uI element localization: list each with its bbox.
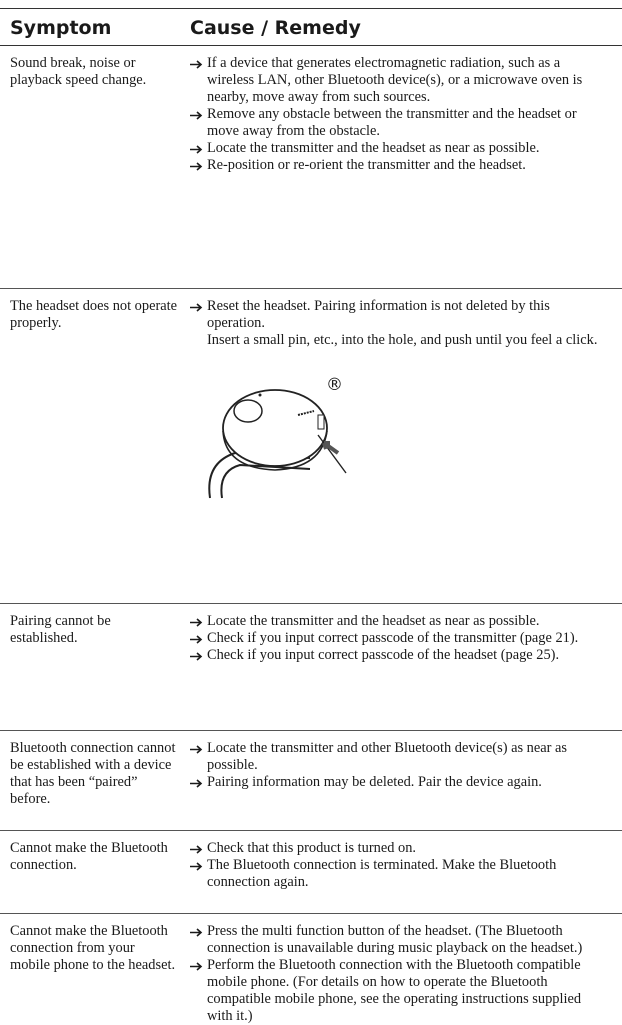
arrow-icon [190,845,203,854]
symptom-text: The headset does not operate properly. [10,298,178,331]
remedy-text: Press the multi function button of the h… [207,923,583,956]
illustration: ® [200,373,350,508]
headset-illustration [208,389,347,499]
remedy-item: Locate the transmitter and the headset a… [190,613,610,630]
remedy-list: Locate the transmitter and other Bluetoo… [190,740,610,791]
page: Symptom Cause / Remedy Sound break, nois… [0,8,622,1024]
table-row: Cannot make the Bluetooth connection. Che… [0,830,622,914]
remedy-list: Locate the transmitter and the headset a… [190,613,610,664]
table-header: Symptom Cause / Remedy [0,8,622,46]
remedy-item: Check if you input correct passcode of t… [190,630,610,647]
arrow-icon [190,303,203,312]
remedy-text: Pairing information may be deleted. Pair… [207,774,542,790]
remedy-text: If a device that generates electromagnet… [207,55,583,105]
remedy-text: Check if you input correct passcode of t… [207,630,579,646]
arrow-icon [190,745,203,754]
remedy-text: Locate the transmitter and other Bluetoo… [207,740,568,773]
remedy-text: Locate the transmitter and the headset a… [207,140,540,156]
arrow-icon [190,111,203,120]
remedy-item: The Bluetooth connection is terminated. … [190,857,610,891]
symptom-text: Cannot make the Bluetooth connection. [10,840,168,873]
remedy-item: Check if you input correct passcode of t… [190,647,610,664]
remedy-list: If a device that generates electromagnet… [190,55,610,174]
arrow-icon [190,962,203,971]
remedy-text: Re-position or re-orient the transmitter… [207,157,526,173]
arrow-icon [190,928,203,937]
remedy-item: Re-position or re-orient the transmitter… [190,157,610,174]
table-row: The headset does not operate properly. Re… [0,288,622,604]
header-cause: Cause / Remedy [190,17,361,39]
remedy-item: Check that this product is turned on. [190,840,610,857]
symptom-text: Pairing cannot be established. [10,613,111,646]
arrow-icon [190,60,203,69]
remedy-text: Check if you input correct passcode of t… [207,647,560,663]
header-symptom: Symptom [10,17,112,39]
symptom-text: Sound break, noise or playback speed cha… [10,55,147,88]
figure-label: ® [326,375,343,395]
remedy-text: Perform the Bluetooth connection with th… [207,957,582,1024]
symptom-text: Bluetooth connection cannot be establish… [10,740,176,807]
remedy-list: Reset the headset. Pairing information i… [190,298,610,349]
remedy-text: Remove any obstacle between the transmit… [207,106,577,139]
remedy-item: Locate the transmitter and other Bluetoo… [190,740,610,774]
remedy-text: Check that this product is turned on. [207,840,417,856]
remedy-item: Locate the transmitter and the headset a… [190,140,610,157]
remedy-item: Press the multi function button of the h… [190,923,610,957]
arrow-icon [190,779,203,788]
remedy-item: Reset the headset. Pairing information i… [190,298,610,349]
arrow-icon [190,635,203,644]
remedy-item: Perform the Bluetooth connection with th… [190,957,610,1025]
arrow-icon [190,618,203,627]
remedy-text: Locate the transmitter and the headset a… [207,613,540,629]
remedy-text: Reset the headset. Pairing information i… [207,298,550,331]
arrow-icon [190,145,203,154]
arrow-icon [190,652,203,661]
arrow-icon [190,162,203,171]
table-row: Sound break, noise or playback speed cha… [0,45,622,289]
remedy-note: Insert a small pin, etc., into the hole,… [207,332,598,348]
remedy-text: The Bluetooth connection is terminated. … [207,857,557,890]
remedy-item: If a device that generates electromagnet… [190,55,610,106]
table-row: Bluetooth connection cannot be establish… [0,730,622,831]
table-row: Pairing cannot be established. Locate the… [0,603,622,731]
arrow-icon [190,862,203,871]
remedy-item: Pairing information may be deleted. Pair… [190,774,610,791]
remedy-list: Check that this product is turned on. The… [190,840,610,891]
remedy-list: Press the multi function button of the h… [190,923,610,1025]
remedy-item: Remove any obstacle between the transmit… [190,106,610,140]
symptom-text: Cannot make the Bluetooth connection fro… [10,923,176,973]
table-row: Cannot make the Bluetooth connection fro… [0,913,622,1024]
